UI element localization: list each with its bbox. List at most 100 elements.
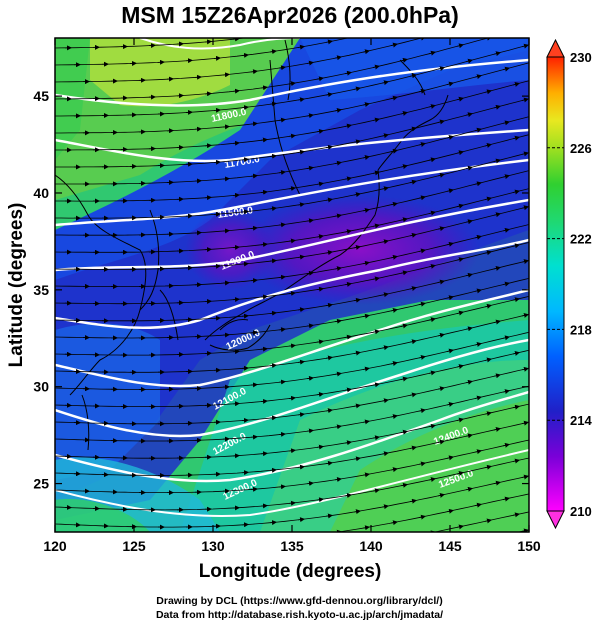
wind-arrow [391,575,397,576]
wind-arrow [521,259,529,265]
wind-arrow [353,192,361,198]
wind-arrow [400,429,408,435]
streamline [433,511,529,532]
wind-arrow [222,176,230,182]
wind-arrow [288,290,296,296]
wind-arrow [297,464,305,470]
wind-arrow [344,176,352,182]
wind-arrow [446,348,454,354]
wind-arrow [306,270,314,276]
wind-arrow [278,431,286,437]
wind-arrow [512,512,520,518]
wind-arrow [297,44,305,50]
wind-arrow [418,142,426,147]
wind-arrow [316,392,324,397]
wind-arrow [222,124,230,130]
wind-arrow [390,307,398,313]
wind-arrow [474,181,482,187]
wind-arrow [260,137,268,143]
wind-arrow [437,332,445,338]
colorbar-tick-label: 222 [570,232,592,247]
wind-arrow [344,493,352,498]
wind-arrow [288,186,296,192]
wind-arrow [446,402,454,407]
wind-arrow [502,66,510,72]
y-axis-label: Latitude (degrees) [6,203,27,368]
wind-arrow [409,498,417,504]
y-tick-label: 35 [33,282,49,298]
wind-arrow [409,339,417,345]
wind-arrow [278,170,286,175]
colorbar-tick-label: 230 [570,50,592,65]
wind-arrow [260,451,268,457]
wind-arrow [241,209,249,215]
wind-arrow [306,60,314,66]
wind-arrow [484,411,492,417]
wind-arrow [278,117,286,123]
wind-arrow [250,330,258,336]
streamline [55,38,350,66]
wind-arrow [446,241,454,247]
streamline [55,313,529,373]
wind-arrow [447,564,453,565]
credit-drawing: Drawing by DCL (https://www.gfd-dennou.o… [156,595,443,607]
wind-arrow [316,497,324,503]
wind-arrow [484,143,492,148]
wind-arrow [484,464,492,470]
wind-arrow [372,170,380,176]
wind-arrow [325,513,333,519]
wind-arrow [222,72,230,78]
wind-arrow [278,379,286,385]
wind-arrow [428,104,436,109]
wind-arrow [325,460,333,466]
streamline [55,206,529,270]
wind-arrow [409,179,417,185]
wind-arrow [260,346,268,352]
wind-arrow [437,279,445,285]
wind-arrow [465,165,473,171]
wind-arrow [428,477,436,482]
wind-arrow [353,139,361,145]
wind-arrow [474,288,482,294]
wind-arrow [493,319,501,325]
wind-arrow [410,22,416,24]
wind-arrow [306,375,314,381]
wind-arrow [381,133,389,139]
wind-arrow [466,542,472,543]
wind-arrow [521,528,529,532]
wind-arrow [269,363,277,369]
y-tick-label: 25 [33,476,49,492]
wind-arrow [390,201,398,207]
wind-arrow [289,31,295,32]
wind-arrow [325,92,333,98]
wind-arrow [297,202,305,208]
wind-arrow [502,335,510,341]
wind-arrow [372,329,380,335]
wind-arrow [381,345,389,351]
wind-arrow [502,174,510,180]
wind-arrow [316,181,324,187]
streamline [55,475,529,528]
wind-arrow [232,244,240,250]
wind-arrow [401,538,407,539]
wind-arrow [474,127,482,133]
y-tick-label: 45 [33,88,49,104]
wind-arrow [316,286,324,292]
wind-arrow [437,66,445,72]
wind-arrow [428,157,436,163]
wind-arrow [493,265,501,271]
wind-arrow [250,69,258,75]
wind-arrow [307,588,313,589]
wind-arrow [456,203,464,209]
wind-streamlines [55,6,529,592]
wind-arrow [362,207,370,213]
wind-arrow [401,591,407,592]
chart-title: MSM 15Z26Apr2026 (200.0hPa) [121,2,459,28]
wind-arrow [344,70,352,76]
streamline [55,152,529,219]
wind-arrow [250,277,258,283]
wind-arrow [401,6,407,8]
wind-arrow [418,301,426,307]
wind-arrow [485,574,491,575]
height-contours [55,38,529,517]
